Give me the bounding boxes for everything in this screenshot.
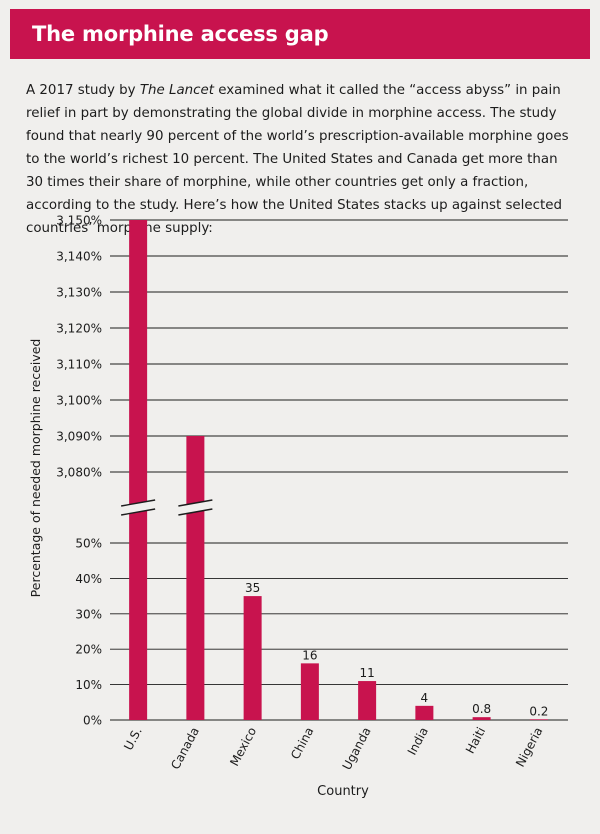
axis-break-mark	[121, 508, 156, 516]
x-tick-label: Mexico	[227, 725, 259, 769]
y-axis-label: Percentage of needed morphine received	[28, 339, 43, 598]
bar	[243, 596, 262, 720]
bar	[358, 681, 377, 720]
x-tick-label: Canada	[168, 725, 202, 772]
data-label: 35	[245, 581, 260, 595]
y-tick-label: 50%	[75, 537, 102, 551]
x-axis-label: Country	[317, 784, 369, 799]
y-tick-label: 20%	[75, 643, 102, 657]
axis-break-gap	[178, 500, 213, 515]
data-label: 0.8	[472, 702, 491, 716]
data-label: 11	[359, 666, 374, 680]
axis-break-gap	[121, 500, 156, 515]
x-tick-label: Nigeria	[513, 725, 546, 769]
y-tick-label: 30%	[75, 607, 102, 621]
y-tick-label: 3,120%	[56, 322, 102, 336]
title-bar: The morphine access gap	[10, 9, 590, 59]
bar	[472, 717, 491, 720]
x-tick-label: India	[405, 725, 431, 758]
intro-text-end: examined what it called the “access abys…	[26, 83, 569, 237]
x-tick-label: Uganda	[340, 725, 374, 772]
x-tick-label: China	[288, 725, 316, 762]
y-tick-label: 3,080%	[56, 466, 102, 480]
bar	[129, 220, 148, 720]
intro-source: The Lancet	[139, 83, 214, 99]
x-tick-label: U.S.	[121, 725, 145, 753]
data-label: 4	[421, 691, 429, 705]
bar	[300, 663, 319, 720]
y-tick-label: 3,110%	[56, 358, 102, 372]
y-tick-label: 3,090%	[56, 430, 102, 444]
y-tick-label: 10%	[75, 678, 102, 692]
y-tick-label: 3,150%	[56, 214, 102, 228]
page-title: The morphine access gap	[32, 22, 329, 46]
data-label: 16	[302, 648, 317, 662]
bar	[186, 436, 205, 720]
bar	[529, 719, 548, 720]
x-tick-label: Haiti	[463, 725, 488, 756]
y-tick-label: 3,100%	[56, 394, 102, 408]
y-tick-label: 3,140%	[56, 250, 102, 264]
intro-text-start: A 2017 study by	[26, 83, 140, 99]
y-tick-label: 3,130%	[56, 286, 102, 300]
intro-paragraph: A 2017 study by The Lancet examined what…	[26, 79, 578, 240]
y-tick-label: 40%	[75, 572, 102, 586]
axis-break-mark	[178, 508, 213, 516]
bar	[415, 705, 434, 720]
data-label: 0.2	[529, 704, 548, 718]
axis-break-mark	[121, 499, 156, 507]
y-tick-label: 0%	[83, 714, 102, 728]
axis-break-mark	[178, 499, 213, 507]
